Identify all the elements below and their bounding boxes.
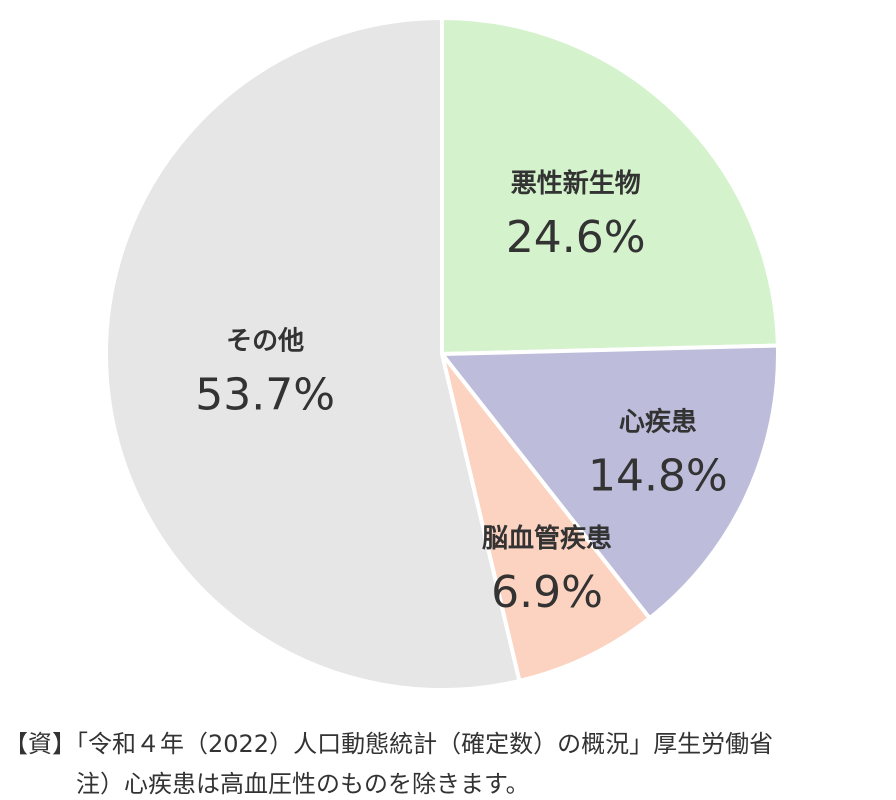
slice bbox=[437, 343, 780, 622]
labels: 悪性新生物 24.6% 心疾患 14.8% 脳血管疾患 6.9% その他 53.7% bbox=[195, 168, 728, 618]
slice-value: 14.8% bbox=[588, 451, 728, 502]
slice-name: その他 bbox=[226, 327, 304, 357]
pie bbox=[104, 15, 780, 692]
slice-name: 心疾患 bbox=[619, 407, 697, 438]
note: 注）心疾患は高血圧性のものを除きます。 bbox=[76, 770, 530, 798]
slice bbox=[440, 352, 653, 684]
slice-value: 6.9% bbox=[491, 567, 603, 618]
slice-name: 脳血管疾患 bbox=[481, 523, 612, 554]
slice-value: 53.7% bbox=[195, 370, 335, 421]
slice bbox=[104, 15, 522, 692]
slice-name: 悪性新生物 bbox=[511, 168, 641, 199]
slice bbox=[440, 15, 780, 357]
source: 【資】「令和４年（2022）人口動態統計（確定数）の概況」厚生労働省 bbox=[4, 730, 773, 758]
slice-value: 24.6% bbox=[506, 212, 646, 263]
